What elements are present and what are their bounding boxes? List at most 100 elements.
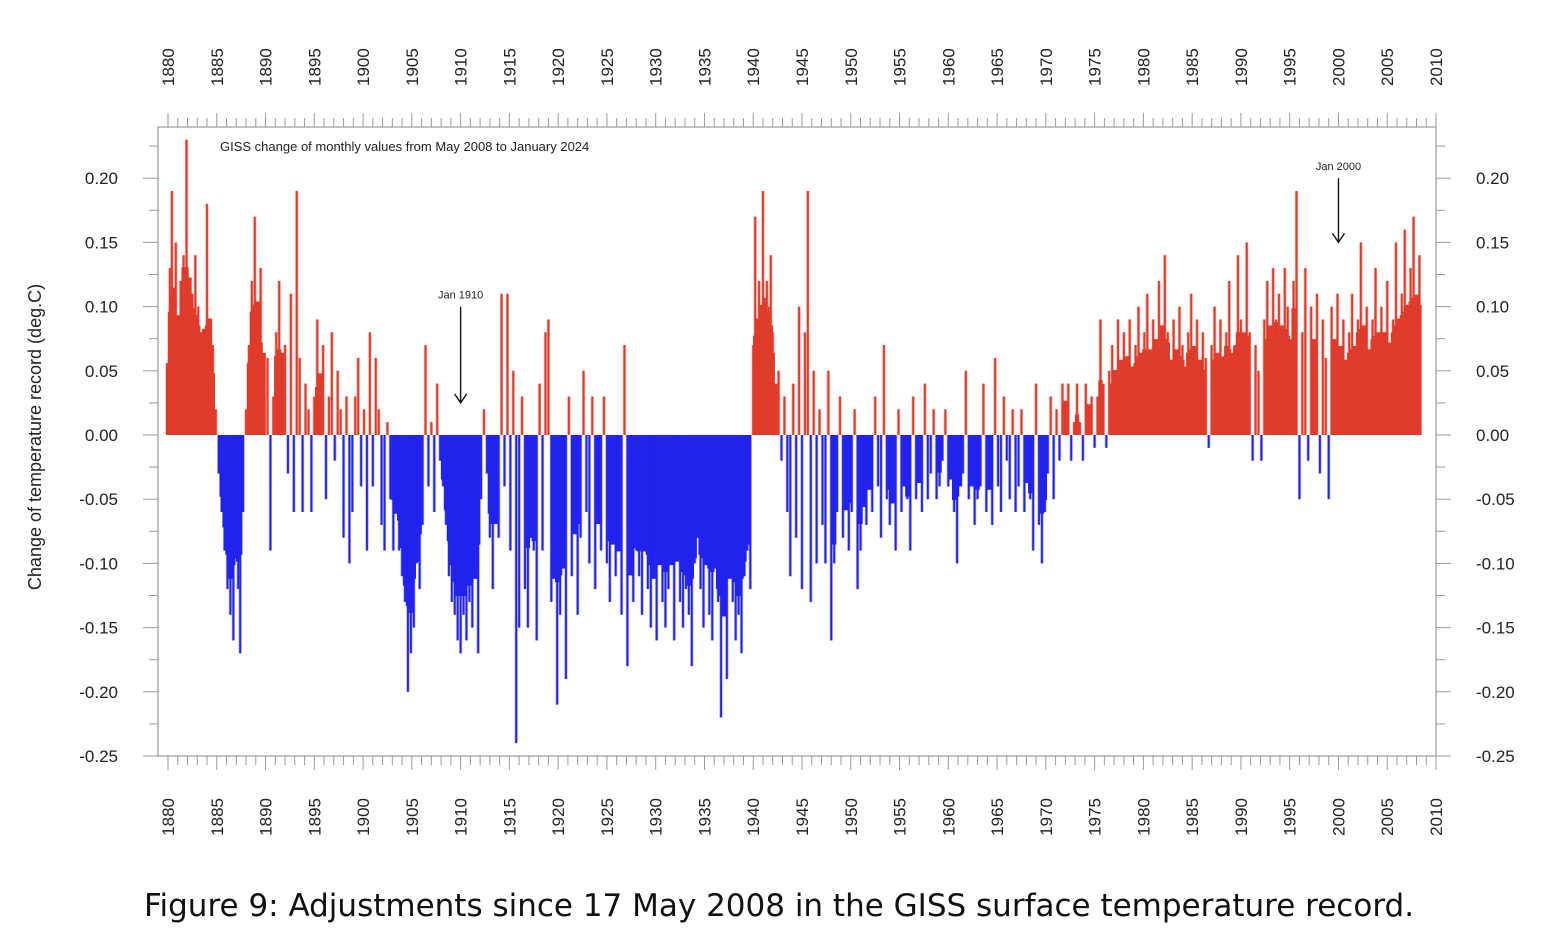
bar: [1105, 435, 1108, 448]
bar: [795, 435, 798, 538]
bar: [941, 435, 944, 461]
figure-caption: Figure 9: Adjustments since 17 May 2008 …: [143, 888, 1415, 924]
bar: [1301, 332, 1304, 435]
bar: [1316, 293, 1318, 435]
bar: [371, 435, 374, 487]
bar: [518, 435, 521, 628]
bar: [167, 383, 169, 435]
bar: [894, 435, 897, 551]
x-tick-label-bottom: 1960: [939, 798, 958, 836]
bar: [833, 435, 836, 564]
bar: [765, 280, 768, 435]
bar: [579, 435, 582, 538]
bar: [815, 435, 818, 564]
x-tick-label-bottom: 1905: [403, 798, 422, 836]
x-tick-label-top: 2000: [1329, 48, 1348, 86]
bar: [953, 435, 956, 513]
bar: [229, 435, 232, 615]
bar: [982, 383, 985, 435]
bar: [1286, 306, 1289, 435]
bar: [418, 435, 421, 590]
bar: [1199, 370, 1201, 435]
bar: [1026, 435, 1029, 474]
bar: [635, 435, 638, 551]
bar: [997, 435, 999, 487]
bar: [705, 435, 708, 551]
bar: [856, 435, 859, 590]
x-tick-label-bottom: 1940: [744, 798, 763, 836]
bar: [1292, 280, 1295, 435]
bar: [603, 396, 605, 435]
bar: [301, 435, 304, 513]
bar: [1371, 319, 1374, 435]
bar: [211, 345, 214, 435]
bar: [456, 435, 459, 641]
bar: [746, 435, 749, 551]
x-tick-label-top: 1890: [257, 48, 276, 86]
bar: [1023, 435, 1026, 513]
bar: [1172, 319, 1175, 435]
bar: [174, 242, 177, 435]
bar: [626, 435, 629, 667]
bar: [169, 268, 171, 435]
bar: [284, 345, 286, 435]
bar: [1418, 255, 1421, 435]
x-tick-label-top: 1905: [403, 48, 422, 86]
bar: [1327, 435, 1330, 500]
bar: [194, 255, 197, 435]
bar: [1008, 435, 1011, 500]
bar: [1005, 435, 1008, 461]
bar: [1254, 345, 1257, 435]
bar: [1093, 435, 1096, 448]
bar: [699, 435, 702, 590]
bar: [342, 435, 345, 538]
bar: [1351, 293, 1354, 435]
bar: [1240, 319, 1242, 435]
bar: [292, 435, 295, 513]
bar: [871, 435, 874, 513]
bar: [725, 435, 728, 679]
bar: [756, 370, 759, 435]
bar: [483, 409, 485, 435]
bar: [646, 435, 649, 590]
bar: [209, 319, 211, 435]
bar: [471, 435, 474, 628]
bar: [749, 435, 752, 590]
bar: [1061, 383, 1064, 435]
bar: [203, 370, 205, 435]
bar: [923, 383, 926, 435]
bar: [1108, 370, 1111, 435]
annotation-arrowhead: [454, 393, 468, 405]
x-tick-label-top: 1910: [452, 48, 471, 86]
bar: [453, 435, 456, 615]
bar: [480, 435, 482, 500]
bar: [743, 435, 746, 577]
bar: [964, 370, 967, 435]
bar: [1210, 345, 1213, 435]
y-tick-label-left: -0.20: [79, 683, 118, 702]
bar: [967, 435, 970, 500]
bar: [1380, 306, 1383, 435]
bar: [488, 435, 491, 538]
bar: [256, 319, 259, 435]
x-tick-label-bottom: 2005: [1378, 798, 1397, 836]
bar: [1181, 345, 1184, 435]
bar: [1406, 319, 1409, 435]
bar: [806, 191, 809, 435]
bar: [239, 435, 242, 654]
bar: [1330, 306, 1333, 435]
bar: [369, 332, 371, 435]
bar: [171, 191, 173, 435]
bar: [550, 435, 553, 602]
bar: [1201, 332, 1204, 435]
bar: [1231, 370, 1234, 435]
bar: [827, 370, 830, 435]
bar: [847, 435, 850, 551]
bar: [200, 332, 203, 435]
bar: [442, 435, 444, 487]
bar: [266, 357, 269, 435]
bar: [1041, 435, 1043, 564]
bar: [979, 435, 982, 487]
bar: [235, 435, 238, 538]
bar: [1096, 396, 1099, 435]
